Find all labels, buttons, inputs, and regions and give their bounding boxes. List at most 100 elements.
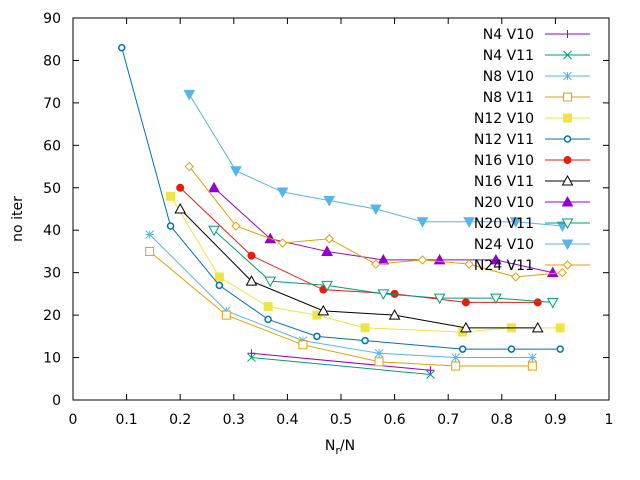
data-point (277, 238, 288, 248)
x-tick-label: 0.2 (169, 412, 191, 428)
data-point (433, 293, 446, 305)
data-point (264, 276, 277, 288)
data-point (176, 183, 185, 192)
x-tick-label: 0.1 (115, 412, 137, 428)
data-point (533, 298, 542, 307)
legend-label: N24 V11 (474, 258, 534, 274)
legend-label: N4 V10 (483, 27, 534, 43)
data-point (321, 280, 333, 292)
data-point (527, 361, 537, 371)
series-layer (118, 43, 569, 379)
data-point (546, 297, 559, 309)
data-point (509, 217, 522, 228)
series-n12-v11 (118, 43, 564, 353)
legend-entry: N16 V10 (474, 153, 590, 169)
data-point (145, 246, 155, 256)
x-tick-label: 0 (69, 412, 78, 428)
x-tick-label: 0.6 (383, 412, 405, 428)
data-point (360, 323, 370, 333)
x-tick-label: 0.4 (276, 412, 298, 428)
data-point (374, 357, 384, 367)
data-point (451, 361, 461, 371)
legend-label: N12 V10 (474, 111, 534, 127)
data-point (563, 113, 572, 123)
data-point (323, 196, 336, 207)
data-point (208, 181, 220, 193)
data-point (556, 345, 564, 353)
data-point (221, 310, 231, 320)
data-point (377, 289, 390, 300)
x-axis-label-sub: r (335, 444, 340, 457)
y-tick-label: 0 (52, 393, 61, 409)
data-point (214, 272, 224, 282)
x-tick-label: 0.3 (223, 412, 245, 428)
data-point (507, 345, 516, 353)
data-point (361, 336, 369, 345)
data-point (166, 222, 175, 230)
series-line (179, 187, 538, 303)
data-point (426, 366, 435, 375)
data-point (263, 302, 273, 312)
x-axis-label-main: N (325, 438, 335, 454)
data-point (371, 259, 381, 269)
data-point (183, 89, 196, 101)
data-point (561, 239, 574, 251)
y-tick-label: 30 (43, 266, 61, 282)
y-tick-label: 40 (43, 223, 61, 239)
series-line (149, 234, 533, 359)
y-tick-label: 20 (43, 308, 61, 324)
series-line (170, 196, 561, 333)
legend-entry: N16 V11 (474, 174, 590, 190)
x-tick-label: 1 (605, 412, 614, 428)
data-point (247, 251, 256, 260)
data-point (464, 259, 474, 269)
legend: N4 V10 N4 V11 N8 V10 N8 V11 N12 V10 N12 V11 N1… (474, 27, 590, 274)
data-point (324, 234, 334, 244)
legend-label: N20 V10 (474, 195, 534, 211)
legend-label: N16 V11 (474, 174, 534, 190)
series-n24-v11 (184, 161, 568, 282)
data-point (245, 275, 258, 286)
data-point (563, 92, 572, 102)
legend-label: N12 V11 (474, 132, 534, 148)
data-point (231, 221, 241, 231)
data-point (511, 272, 521, 282)
legend-entry: N4 V10 (483, 27, 590, 43)
data-point (388, 309, 401, 320)
data-point (490, 293, 502, 305)
series-n8-v11 (145, 246, 537, 371)
data-point (118, 43, 126, 52)
data-point (463, 217, 475, 228)
y-tick-label: 90 (43, 11, 61, 27)
y-tick-label: 70 (43, 96, 61, 112)
legend-entry: N4 V11 (483, 48, 590, 64)
x-axis-label: Nr/N (325, 438, 355, 457)
data-point (451, 353, 461, 362)
data-point (557, 267, 568, 278)
data-point (230, 166, 242, 177)
y-tick-label: 60 (43, 138, 61, 154)
data-point (561, 195, 574, 207)
x-axis-label-tail: /N (340, 438, 355, 454)
data-point (527, 353, 537, 362)
legend-entry: N24 V10 (474, 237, 590, 253)
data-point (184, 161, 195, 172)
data-point (298, 340, 308, 350)
y-tick-label: 50 (43, 181, 61, 197)
x-tick-label: 0.7 (437, 412, 459, 428)
y-axis-label: no iter (10, 196, 26, 242)
data-point (561, 174, 574, 186)
legend-label: N24 V10 (474, 237, 534, 253)
data-point (563, 135, 572, 143)
data-point (563, 71, 572, 81)
data-point (561, 218, 574, 230)
x-tick-label: 0.8 (491, 412, 513, 428)
legend-entry: N8 V11 (483, 90, 590, 106)
legend-label: N16 V10 (474, 153, 534, 169)
data-point (215, 281, 224, 290)
data-point (145, 230, 155, 239)
data-point (276, 187, 289, 199)
data-point (458, 345, 467, 353)
x-axis: 0 0.1 0.2 0.3 0.4 0.5 0.6 0.7 0.8 0.9 1 (69, 18, 614, 428)
